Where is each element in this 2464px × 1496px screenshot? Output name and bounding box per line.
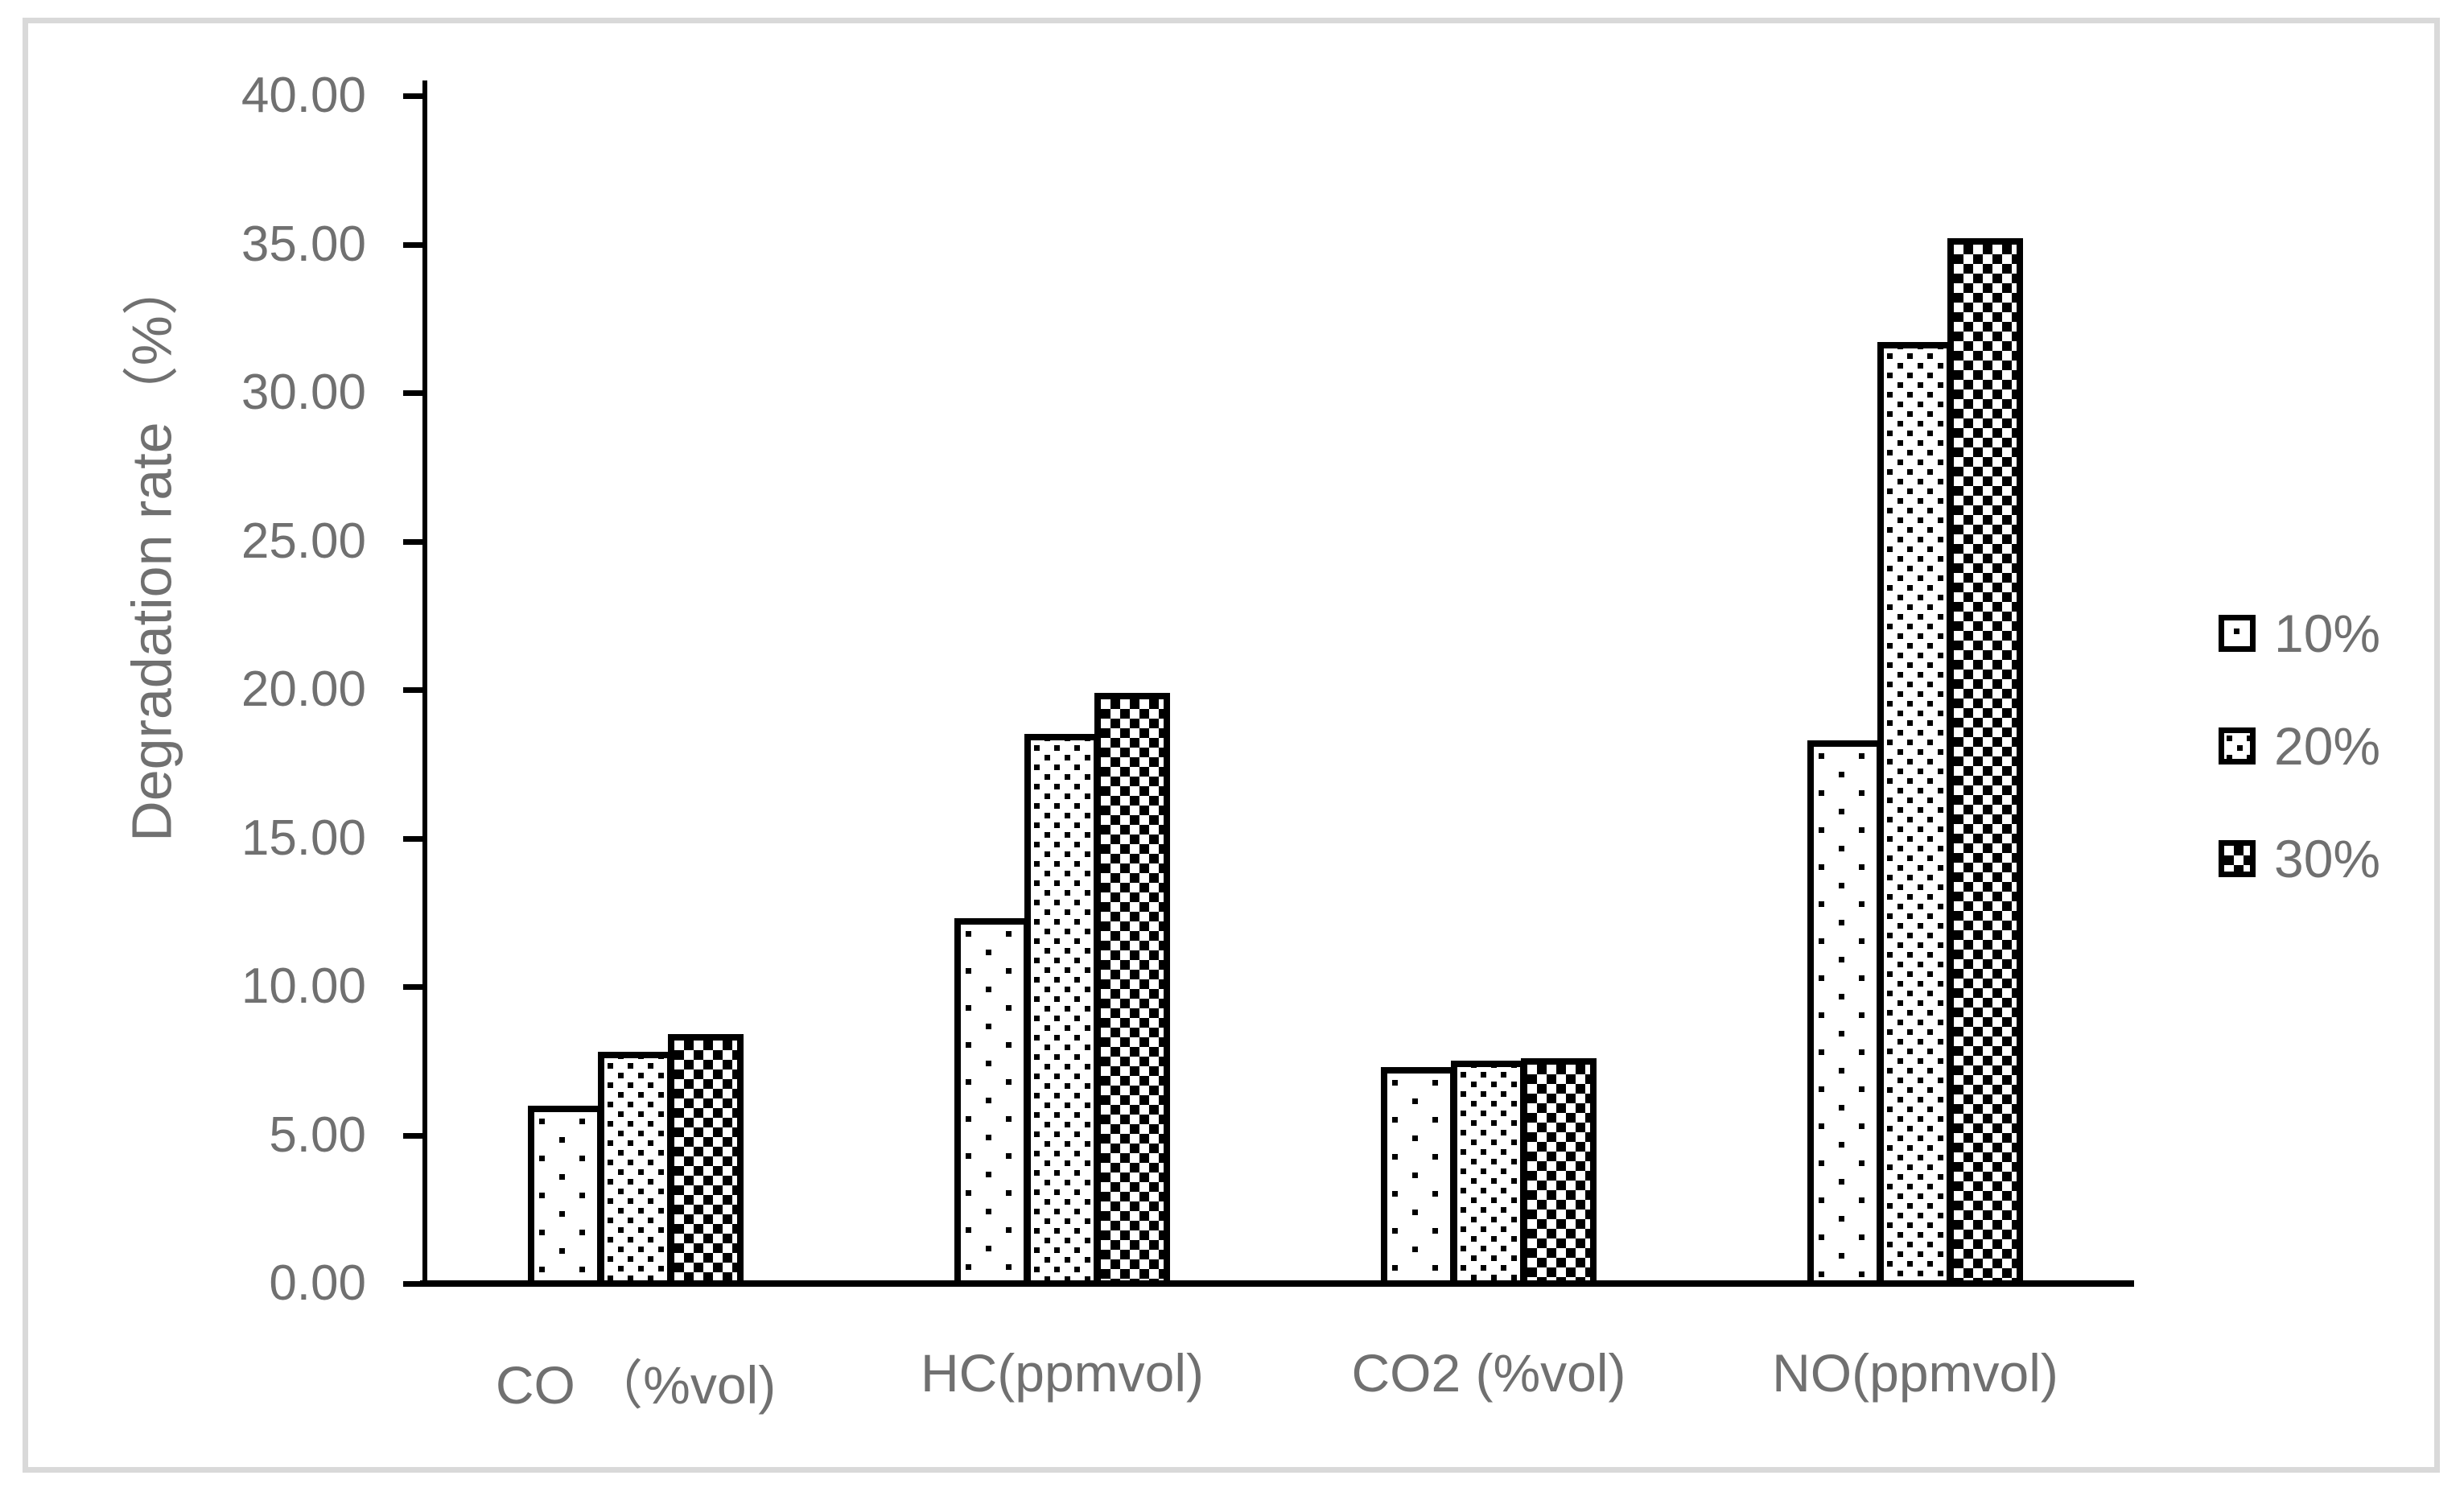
y-tick-mark (403, 390, 422, 396)
y-tick-mark (403, 687, 422, 693)
bar-30%-covol (668, 1034, 744, 1287)
x-category-label: HC(ppmvol) (920, 1343, 1205, 1403)
legend-label-30%: 30% (2274, 829, 2381, 888)
y-tick-label: 20.00 (241, 661, 366, 717)
bar-10%-noppmvol (1807, 740, 1883, 1287)
y-axis-line (422, 80, 427, 1287)
bar-10%-hcppmvol (954, 918, 1030, 1287)
legend-label-20%: 20% (2274, 716, 2381, 776)
bar-10%-covol (528, 1105, 604, 1287)
bar-20%-co2vol (1451, 1061, 1527, 1287)
y-tick-mark (403, 984, 422, 990)
x-category-label: NO(ppmvol) (1772, 1343, 2058, 1403)
y-tick-label: 15.00 (241, 810, 366, 866)
y-tick-label: 0.00 (269, 1255, 366, 1311)
y-tick-label: 35.00 (241, 216, 366, 272)
figure-frame: Degradation rate（%） (23, 18, 2440, 1473)
y-tick-label: 25.00 (241, 513, 366, 569)
legend-label-10%: 10% (2274, 604, 2381, 663)
x-category-label: CO （%vol) (495, 1355, 777, 1415)
y-tick-mark (403, 1281, 422, 1287)
y-tick-label: 5.00 (269, 1107, 366, 1163)
y-tick-mark (403, 1132, 422, 1139)
bar-20%-hcppmvol (1024, 734, 1100, 1287)
y-tick-mark (403, 538, 422, 545)
bar-20%-noppmvol (1877, 342, 1953, 1287)
y-tick-label: 40.00 (241, 68, 366, 123)
legend-swatch-30% (2219, 840, 2256, 877)
x-category-label: CO2 (%vol) (1351, 1343, 1626, 1403)
bar-30%-noppmvol (1947, 238, 2023, 1287)
y-tick-label: 30.00 (241, 365, 366, 420)
x-axis-line (420, 1280, 2134, 1287)
y-tick-mark (403, 241, 422, 248)
bar-30%-hcppmvol (1094, 692, 1170, 1287)
bar-30%-co2vol (1521, 1057, 1597, 1287)
y-tick-mark (403, 93, 422, 99)
legend-swatch-10% (2219, 615, 2256, 652)
legend-swatch-20% (2219, 727, 2256, 764)
bar-20%-covol (598, 1052, 674, 1287)
y-tick-mark (403, 835, 422, 842)
y-tick-label: 10.00 (241, 958, 366, 1014)
bar-10%-co2vol (1381, 1066, 1457, 1287)
